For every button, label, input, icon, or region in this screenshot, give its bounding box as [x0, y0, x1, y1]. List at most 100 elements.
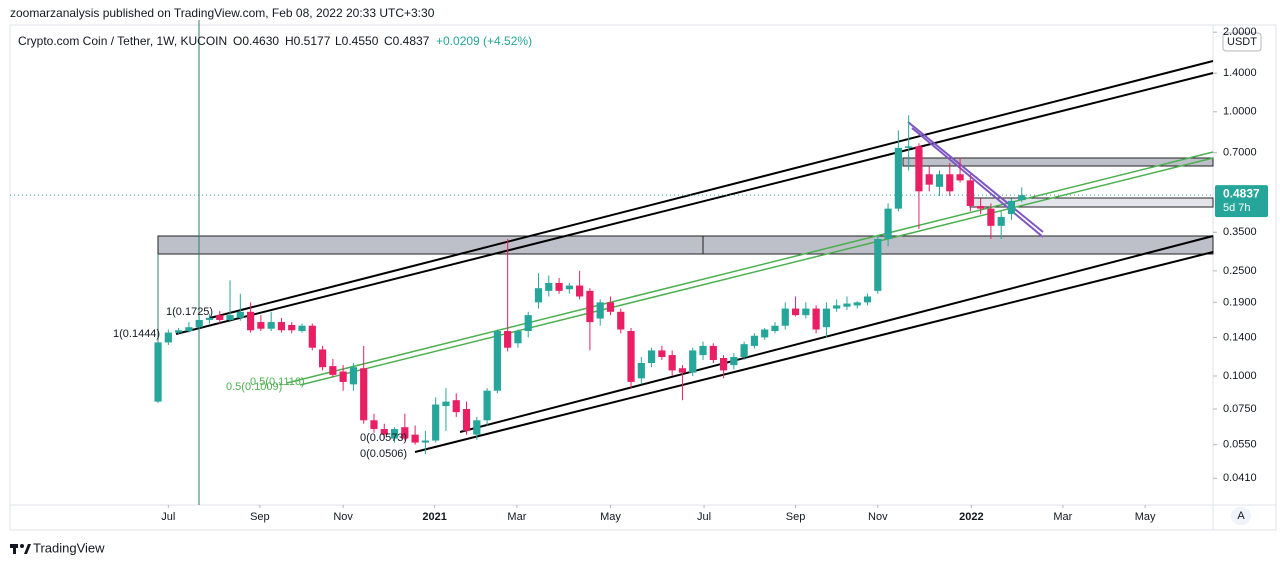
y-tick-label: 0.1900: [1223, 296, 1257, 308]
y-tick-label: 2.0000: [1223, 26, 1257, 38]
logo-part: [13, 544, 16, 554]
candle-body: [442, 401, 450, 407]
candle-body: [637, 363, 645, 379]
channel-line: [414, 251, 1214, 453]
candle-body: [421, 440, 429, 443]
candle-body: [730, 357, 738, 366]
symbol: Crypto.com Coin / Tether, 1W, KUCOIN: [18, 34, 227, 48]
legend-open: O0.4630: [233, 34, 279, 48]
candle-body: [627, 331, 635, 382]
candle-body: [226, 315, 234, 320]
candle-body: [802, 308, 810, 316]
candle-body: [216, 315, 224, 320]
y-tick-label: 0.2500: [1223, 265, 1257, 277]
candle-body: [894, 147, 902, 209]
candle-body: [462, 409, 471, 431]
price-label: 0.4837: [1223, 186, 1260, 200]
y-tick-label: 0.0550: [1223, 439, 1257, 451]
candle-body: [977, 205, 985, 209]
candle-body: [277, 322, 286, 331]
x-tick-label: Nov: [868, 511, 888, 523]
candle-body: [195, 319, 203, 328]
candle-body: [545, 282, 553, 291]
candle-body: [853, 302, 861, 306]
y-tick-label: 0.3500: [1223, 226, 1257, 238]
auto-scale-label[interactable]: A: [1237, 510, 1245, 522]
candle-body: [205, 317, 214, 320]
candle-body: [648, 350, 656, 364]
candle-body: [349, 367, 358, 385]
auto-scale-button[interactable]: [1231, 507, 1251, 525]
x-tick-label: Jul: [161, 511, 175, 523]
trend-line: [907, 121, 1044, 233]
candle-body: [164, 332, 172, 343]
candle-body: [617, 311, 625, 330]
candle-body: [175, 330, 183, 333]
legend-low: L0.4550: [335, 34, 379, 48]
chart-frame: [9, 24, 1277, 531]
candle-body: [1007, 200, 1016, 215]
candle-body: [411, 434, 419, 443]
candle-body: [247, 311, 255, 331]
fib-line: [286, 151, 1214, 384]
brand-logo: [10, 544, 31, 554]
fib-label: 0(0.0506): [360, 448, 407, 460]
candle-body: [812, 308, 820, 330]
fib-label: 1(0.1725): [166, 306, 213, 318]
candle-body: [360, 368, 368, 421]
legend-change: +0.0209 (+4.52%): [436, 34, 532, 48]
y-tick-label: 0.0410: [1223, 472, 1257, 484]
candle-body: [329, 366, 337, 375]
brand: TradingView: [33, 540, 105, 555]
legend-close: C0.4837: [384, 34, 430, 48]
fib-label: 1(0.1444): [113, 328, 160, 340]
currency-box[interactable]: [1222, 32, 1262, 52]
candle-body: [668, 355, 676, 371]
candle-body: [874, 239, 882, 291]
drawings: [157, 20, 1214, 505]
y-tick-label: 0.0750: [1223, 403, 1257, 415]
x-tick-label: 2022: [959, 511, 983, 523]
candle-body: [586, 290, 594, 323]
candle-body: [524, 315, 532, 332]
candle-body: [504, 331, 512, 348]
legend-high: H0.5177: [285, 34, 331, 48]
x-tick-label: May: [600, 511, 621, 523]
currency[interactable]: USDT: [1227, 36, 1257, 48]
candle-body: [915, 146, 923, 192]
y-tick-label: 1.0000: [1223, 106, 1257, 118]
candle-body: [555, 282, 563, 291]
candle-body: [781, 308, 789, 326]
logo-part: [24, 544, 31, 554]
candle-body: [843, 303, 851, 307]
candle-body: [863, 296, 872, 303]
candle-body: [534, 288, 543, 303]
candle-body: [1018, 195, 1026, 201]
candle-body: [606, 302, 615, 312]
candle-body: [689, 350, 697, 373]
candle-body: [236, 311, 244, 318]
x-tick-label: Sep: [250, 511, 270, 523]
fib-label: 0(0.0573): [360, 432, 407, 444]
y-tick-label: 1.4000: [1223, 67, 1257, 79]
candle-body: [483, 390, 491, 421]
y-tick-label: 0.7000: [1223, 147, 1257, 159]
publish-note: zoomarzanalysis published on TradingView…: [10, 6, 435, 20]
x-tick-label: May: [1135, 511, 1156, 523]
channel-line: [175, 72, 1214, 335]
candle-body: [905, 146, 913, 148]
candle-body: [390, 429, 399, 439]
candle-body: [997, 216, 1005, 226]
candle-body: [966, 180, 974, 206]
candle-body: [473, 420, 481, 435]
candle-body: [771, 325, 779, 332]
candle-body: [432, 404, 440, 441]
candle-body: [452, 400, 460, 413]
candles: [154, 115, 1026, 455]
candle-body: [576, 285, 584, 297]
candle-body: [257, 322, 265, 329]
candle-body: [678, 368, 687, 373]
candle-body: [956, 174, 964, 181]
